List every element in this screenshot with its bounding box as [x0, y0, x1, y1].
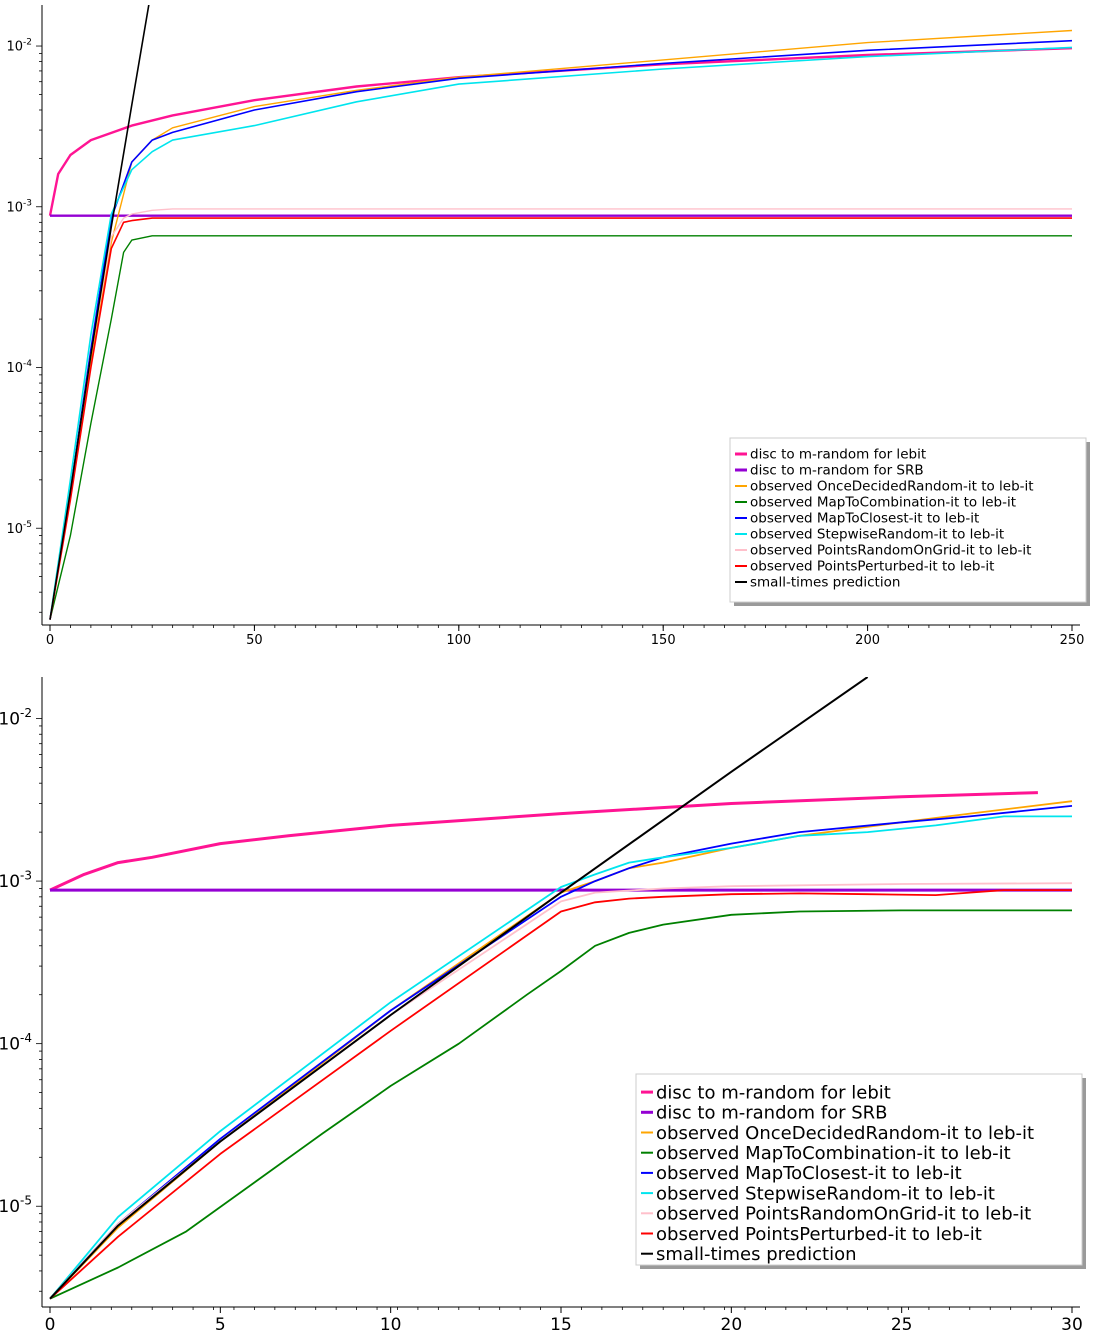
x-tick-label: 0 — [45, 1315, 56, 1335]
legend-label: observed OnceDecidedRandom-it to leb-it — [656, 1123, 1034, 1144]
legend-label: small-times prediction — [750, 575, 900, 591]
y-tick-label: 10-3 — [6, 198, 32, 215]
y-tick-label: 10-4 — [6, 359, 32, 376]
series-line-observed-oncedecidedrandom-it-to-leb-it — [49, 29, 1073, 620]
legend-label: observed StepwiseRandom-it to leb-it — [750, 527, 1004, 543]
series-line-disc-to-m-random-for-lebit — [48, 47, 1073, 216]
legend-label: observed PointsPerturbed-it to leb-it — [656, 1224, 982, 1245]
legend-label: observed PointsRandomOnGrid-it to leb-it — [750, 543, 1031, 559]
legend-label: small-times prediction — [656, 1244, 857, 1265]
series-line-small-times-prediction — [49, 677, 869, 1300]
legend-label: observed PointsRandomOnGrid-it to leb-it — [656, 1204, 1031, 1225]
x-tick-label: 150 — [651, 633, 676, 648]
legend-label: observed MapToClosest-it to leb-it — [656, 1163, 962, 1184]
y-tick-label: 10-3 — [0, 868, 32, 892]
series-line-observed-maptocombination-it-to-leb-it — [49, 909, 1072, 1300]
x-tick-label: 50 — [246, 633, 263, 648]
series-line-small-times-prediction — [49, 5, 150, 620]
legend-label: observed MapToCombination-it to leb-it — [750, 495, 1016, 511]
series-line-observed-stepwiserandom-it-to-leb-it — [49, 815, 1072, 1300]
series-line-observed-pointsperturbed-it-to-leb-it — [49, 217, 1072, 620]
x-tick-label: 250 — [1060, 633, 1085, 648]
legend-label: disc to m-random for lebit — [750, 447, 926, 463]
x-tick-label: 200 — [855, 633, 880, 648]
x-tick-label: 5 — [215, 1315, 226, 1335]
y-tick-label: 10-2 — [6, 38, 32, 55]
legend-label: observed PointsPerturbed-it to leb-it — [750, 559, 994, 575]
y-tick-label: 10-2 — [0, 706, 32, 730]
legend-label: disc to m-random for SRB — [656, 1103, 888, 1124]
legend-label: observed MapToCombination-it to leb-it — [656, 1143, 1011, 1164]
series-line-observed-maptoclosest-it-to-leb-it — [49, 39, 1073, 620]
legend-label: observed MapToClosest-it to leb-it — [750, 511, 979, 527]
x-tick-label: 20 — [721, 1315, 743, 1335]
series-line-observed-stepwiserandom-it-to-leb-it — [49, 46, 1073, 620]
series-line-observed-maptoclosest-it-to-leb-it — [49, 805, 1073, 1300]
x-tick-label: 100 — [446, 633, 471, 648]
y-tick-label: 10-5 — [6, 520, 32, 537]
x-tick-label: 30 — [1061, 1315, 1083, 1335]
series-line-observed-maptocombination-it-to-leb-it — [49, 235, 1072, 620]
x-tick-label: 0 — [46, 633, 54, 648]
bottom-chart: 0 5 10 15 20 25 30 10-5 10-4 10-3 10-2 disc to m-ra… — [0, 677, 1086, 1335]
series-line-observed-pointsperturbed-it-to-leb-it — [49, 889, 1072, 1300]
series-group — [49, 677, 1073, 1300]
legend-label: observed StepwiseRandom-it to leb-it — [656, 1183, 995, 1204]
legend-label: disc to m-random for lebit — [656, 1082, 891, 1103]
legend-label: disc to m-random for SRB — [750, 463, 924, 479]
x-tick-label: 25 — [891, 1315, 913, 1335]
legend-box — [729, 437, 1087, 603]
top-chart: 0 50 100 150 200 250 10-5 10-4 10-3 10-2 disc to m… — [6, 5, 1090, 648]
series-group — [48, 5, 1073, 620]
series-line-disc-to-m-random-for-lebit — [49, 791, 1038, 892]
legend-label: observed OnceDecidedRandom-it to leb-it — [750, 479, 1034, 495]
x-tick-label: 10 — [380, 1315, 402, 1335]
y-tick-label: 10-4 — [0, 1031, 32, 1055]
legend-box — [635, 1073, 1083, 1266]
x-tick-label: 15 — [550, 1315, 572, 1335]
y-tick-label: 10-5 — [0, 1194, 32, 1218]
